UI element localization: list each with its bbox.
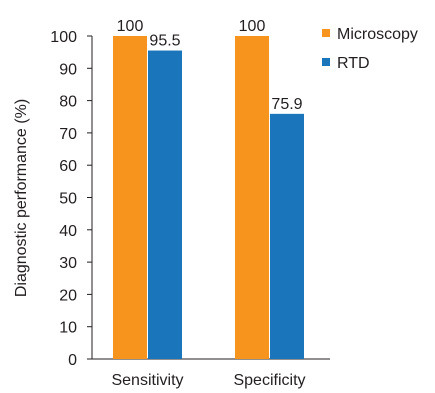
- data-label-microscopy-specificity: 100: [239, 18, 266, 35]
- y-tick-label: 10: [59, 320, 77, 337]
- y-tick-label: 70: [59, 126, 77, 143]
- y-tick-label: 100: [50, 29, 77, 46]
- y-tick-label: 40: [59, 223, 77, 240]
- y-tick-label: 60: [59, 158, 77, 175]
- y-tick-label: 80: [59, 94, 77, 111]
- y-tick-label: 50: [59, 191, 77, 208]
- data-label-microscopy-sensitivity: 100: [117, 18, 144, 35]
- legend: Microscopy RTD: [322, 26, 418, 72]
- legend-swatch-rtd: [322, 58, 330, 66]
- y-axis-label: Diagnostic performance (%): [13, 99, 30, 297]
- plot-area: Diagnostic performance (%) 0 10 20 30 40 50 60…: [13, 18, 330, 389]
- x-tick-label-sensitivity: Sensitivity: [111, 372, 183, 389]
- y-tick-label: 90: [59, 61, 77, 78]
- value-labels: 100 95.5 100 75.9: [117, 18, 303, 113]
- bar-microscopy-specificity: [235, 36, 269, 359]
- legend-swatch-microscopy: [322, 29, 330, 37]
- y-ticks: 0 10 20 30 40 50 60 70 80 90 100: [50, 29, 92, 369]
- x-ticks: Sensitivity Specificity: [111, 372, 305, 389]
- legend-label-rtd: RTD: [337, 55, 370, 72]
- y-tick-label: 30: [59, 255, 77, 272]
- legend-label-microscopy: Microscopy: [337, 26, 418, 43]
- y-tick-label: 0: [68, 352, 77, 369]
- data-label-rtd-sensitivity: 95.5: [149, 33, 180, 50]
- bars: [113, 36, 304, 359]
- data-label-rtd-specificity: 75.9: [271, 96, 302, 113]
- y-tick-label: 20: [59, 287, 77, 304]
- bar-microscopy-sensitivity: [113, 36, 147, 359]
- x-tick-label-specificity: Specificity: [233, 372, 305, 389]
- bar-rtd-specificity: [270, 113, 304, 359]
- bar-rtd-sensitivity: [148, 50, 182, 359]
